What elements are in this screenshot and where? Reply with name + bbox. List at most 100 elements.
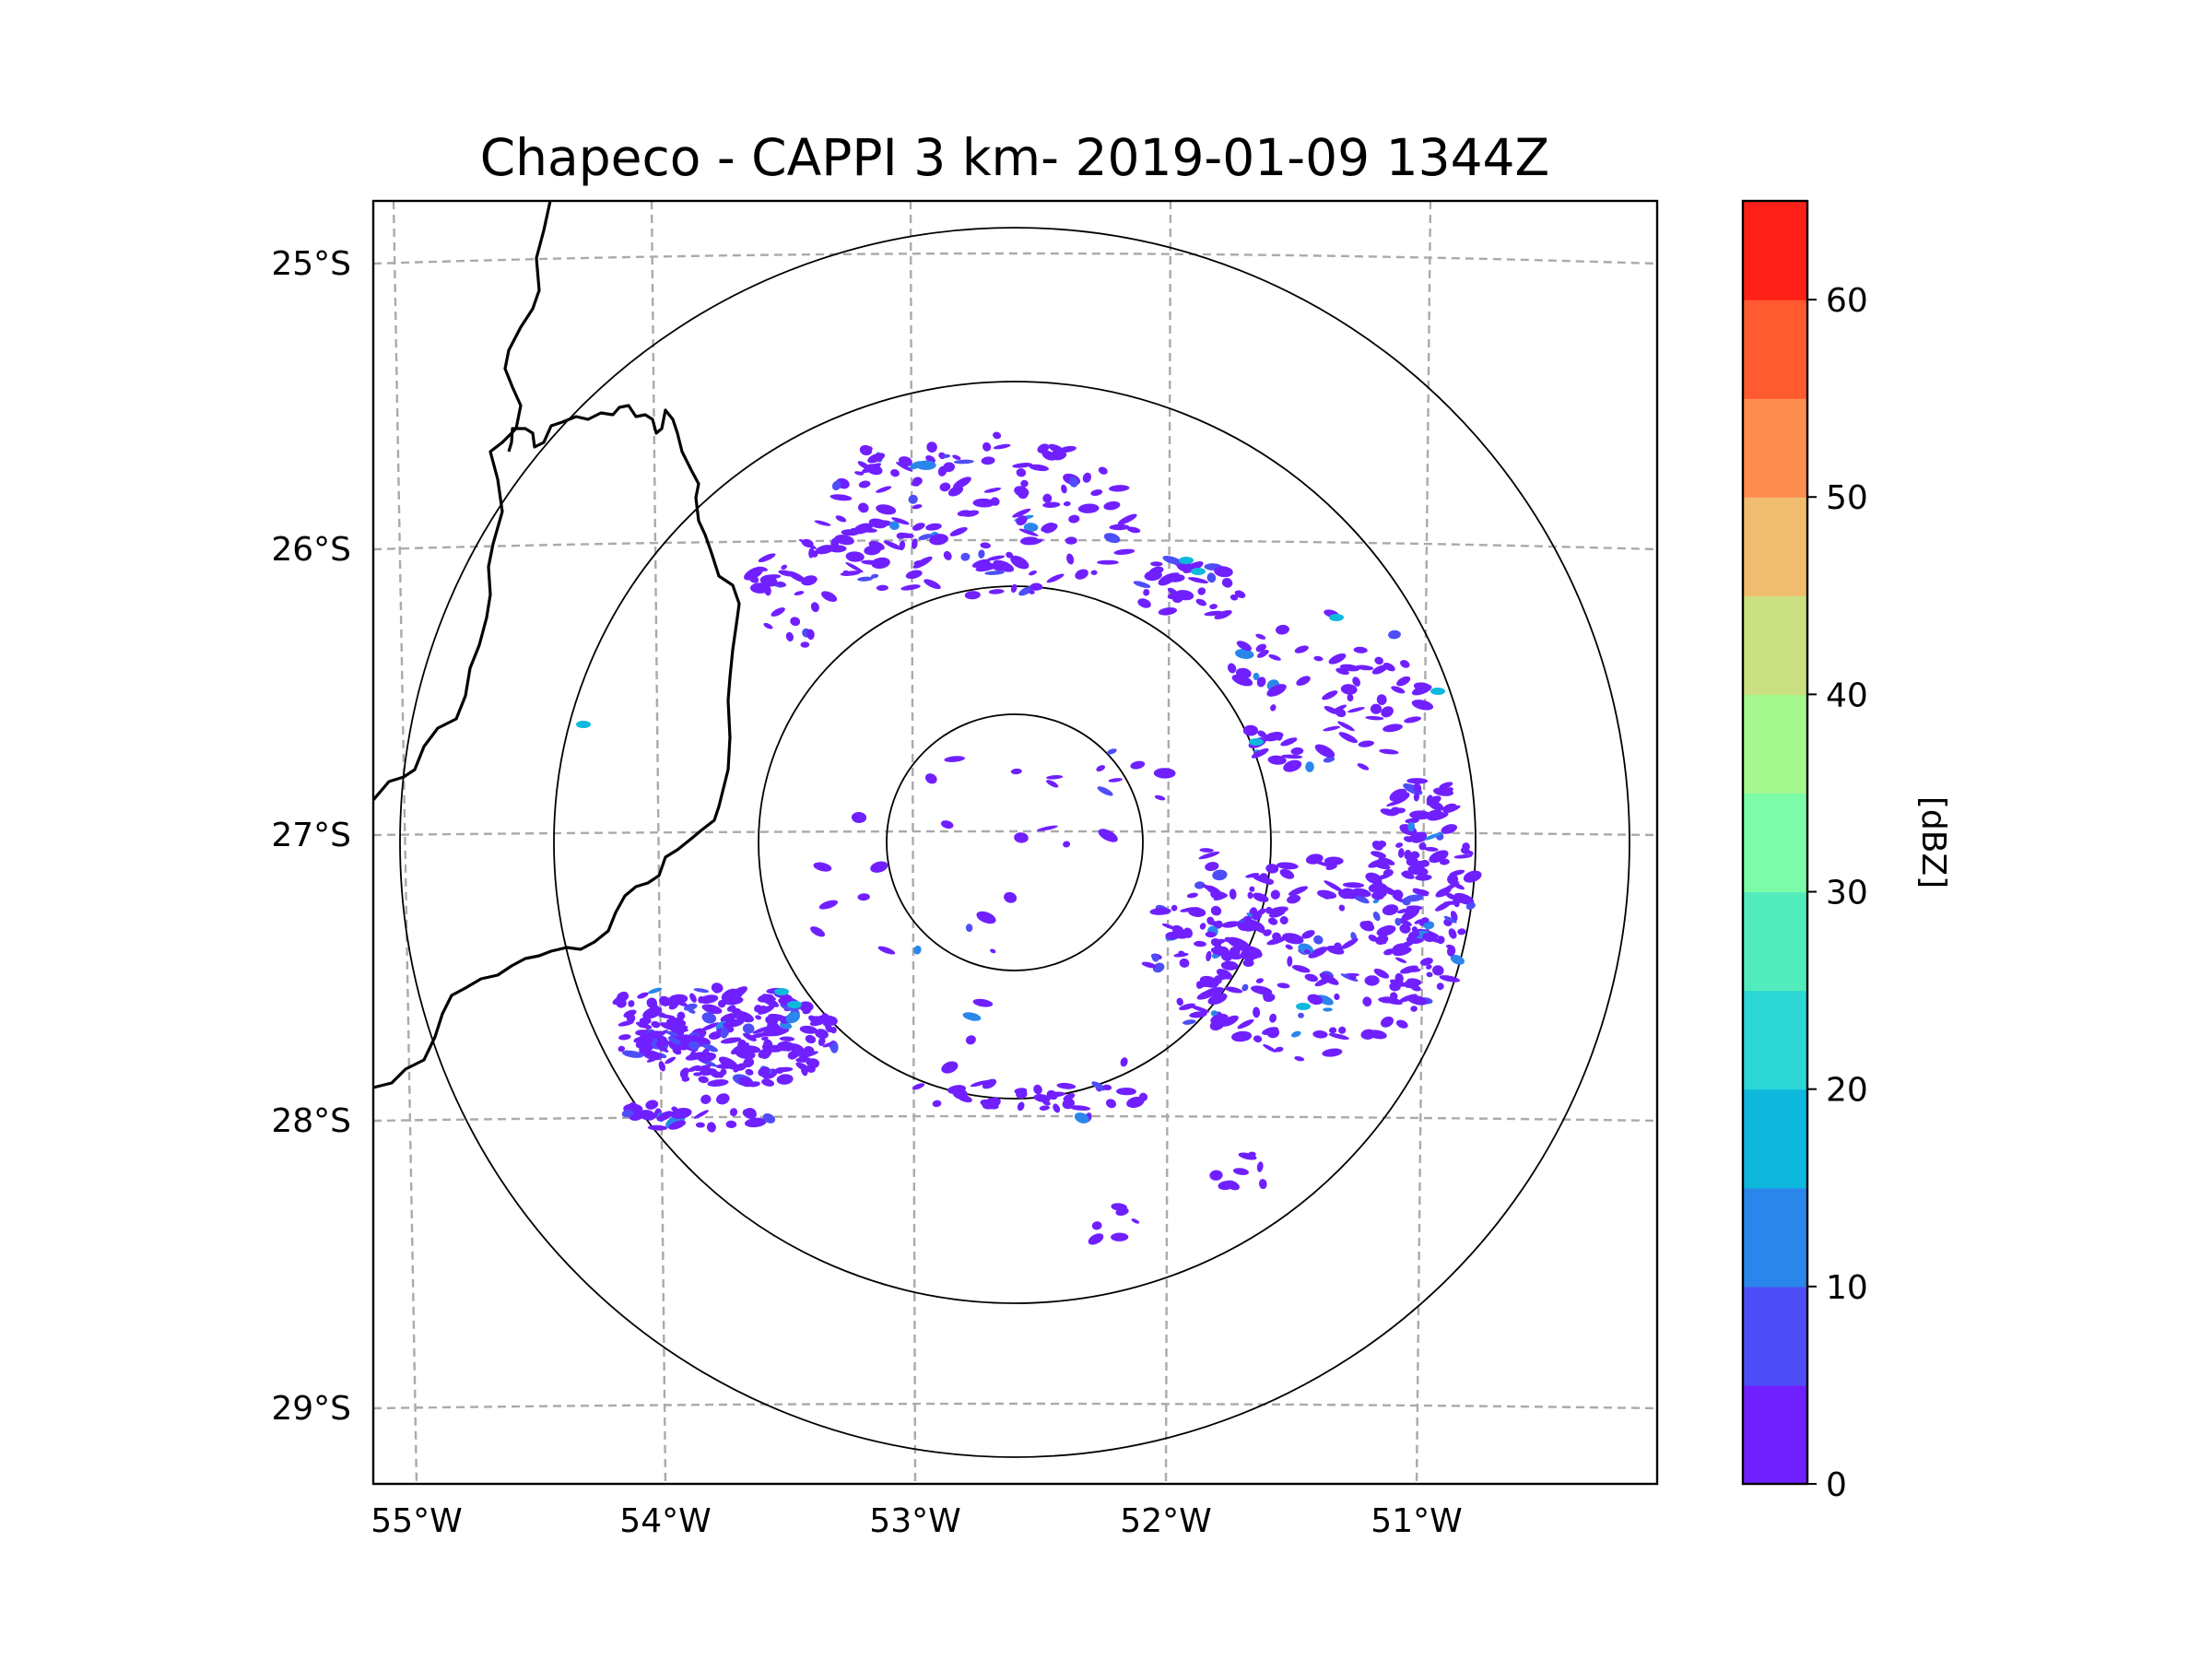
latitude-axis: 25°S 26°S 27°S 28°S 29°S (271, 245, 351, 1428)
echo-cell (1377, 857, 1387, 866)
echo-cell (1023, 523, 1039, 533)
echo-cell (1210, 905, 1222, 916)
map-panel (371, 199, 1659, 1486)
range-rings (399, 227, 1630, 1458)
echo-cell (1224, 986, 1243, 994)
echo-cell (993, 559, 1015, 572)
echo-cell (628, 1000, 635, 1007)
echo-cell (656, 1111, 674, 1122)
echo-cell (758, 1005, 775, 1015)
echo-cell (929, 534, 948, 546)
echo-cell (1337, 889, 1350, 900)
echo-cell (1126, 526, 1141, 534)
echo-cell (1029, 590, 1035, 594)
echo-cell (1424, 846, 1439, 852)
echo-cell (845, 551, 865, 562)
echo-cell (645, 1100, 659, 1110)
echo-cell (750, 1032, 768, 1039)
echo-cell (1258, 1179, 1267, 1190)
echo-cell (1097, 786, 1113, 796)
colorbar-ticks: 0 10 20 30 40 50 60 (1807, 282, 1868, 1504)
echo-cell (984, 571, 1006, 575)
range-ring-4 (399, 227, 1630, 1458)
echo-cell (771, 607, 785, 617)
echo-cell-strong (576, 721, 591, 728)
echo-cell (707, 1079, 729, 1087)
echo-cell (1301, 930, 1315, 939)
echo-cell (1061, 484, 1067, 494)
echo-cell (858, 480, 871, 488)
echo-cell (725, 1120, 737, 1129)
echo-cell (1210, 1013, 1229, 1025)
echo-cell (868, 518, 888, 529)
echo-cell (1439, 975, 1461, 982)
echo-cell (1371, 665, 1388, 675)
echo-cell (1221, 577, 1233, 588)
echo-cell (1214, 609, 1232, 620)
echo-cell (1279, 868, 1295, 879)
echo-cell (798, 538, 818, 549)
echo-cell (688, 1041, 700, 1051)
echo-cell (1205, 862, 1219, 872)
echo-cell (1046, 573, 1065, 583)
echo-cell (1443, 915, 1457, 924)
echo-cell (890, 469, 900, 477)
echo-cell (778, 570, 794, 577)
echo-cell (896, 462, 913, 472)
colorbar-bin (1743, 1088, 1807, 1189)
echo-cell (821, 591, 838, 603)
echo-cell (911, 481, 920, 487)
echo-cell (1046, 1091, 1065, 1098)
echo-cell (639, 1017, 652, 1025)
echo-cell (960, 552, 971, 561)
echo-cell (1196, 989, 1218, 1000)
echo-cell (1253, 672, 1260, 681)
echo-cell (1334, 993, 1340, 1001)
echo-cell (942, 453, 950, 459)
echo-cell (802, 1007, 812, 1015)
echo-cell (1141, 961, 1157, 969)
echo-cell (982, 1097, 1001, 1110)
echo-cell (912, 1083, 925, 1090)
echo-cell (861, 559, 881, 565)
echo-cell (1197, 587, 1206, 595)
echo-cell (1096, 765, 1106, 772)
echo-cell (1376, 694, 1387, 705)
echo-cell (1402, 897, 1411, 906)
echo-cell (1077, 503, 1100, 513)
echo-cell (1256, 677, 1266, 688)
echo-cell (1131, 1218, 1140, 1224)
echo-cell (857, 576, 874, 582)
echo-cell (1255, 633, 1266, 640)
echo-cell (810, 602, 819, 613)
echo-cell (851, 811, 867, 824)
echo-cell (953, 459, 974, 465)
echo-cell (1380, 1016, 1394, 1028)
echo-cell (798, 1051, 818, 1059)
echo-cell (1098, 466, 1108, 475)
echo-cell (1225, 1180, 1240, 1191)
echo-cell (913, 945, 922, 955)
echo-cell (818, 900, 839, 910)
echo-cell (1236, 641, 1252, 652)
echo-cell (672, 1028, 688, 1033)
echo-cell (1063, 1093, 1076, 1101)
echo-cell (1256, 1161, 1264, 1172)
echo-cell (1394, 807, 1406, 814)
colorbar-bin (1743, 793, 1807, 893)
echo-cell (720, 1028, 728, 1039)
echo-cell (1262, 1027, 1279, 1035)
echo-cell (733, 1067, 739, 1073)
echo-cell (1323, 725, 1341, 732)
echo-cell (677, 1011, 686, 1020)
echo-cell (800, 641, 810, 648)
echo-cell (1111, 1232, 1129, 1241)
echo-cell (1328, 1032, 1349, 1041)
echo-cell (700, 1094, 712, 1104)
echo-cell (1205, 931, 1217, 938)
echo-cell (748, 1081, 760, 1088)
echo-cell (1255, 978, 1265, 983)
echo-cell (706, 1122, 716, 1133)
echo-cell (1324, 880, 1344, 892)
echo-cell (1450, 932, 1457, 939)
